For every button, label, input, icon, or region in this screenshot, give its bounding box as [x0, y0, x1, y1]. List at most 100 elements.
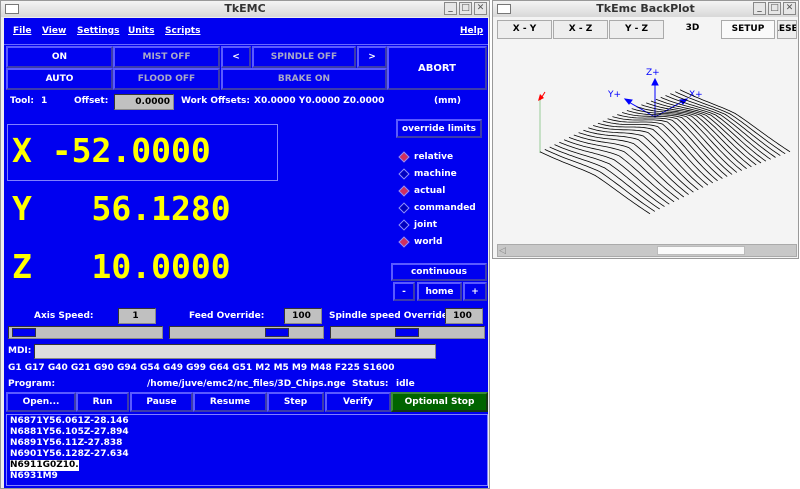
axis-speed-slider[interactable] [8, 326, 163, 339]
radio-actual[interactable]: actual [398, 185, 445, 197]
units-label: (mm) [434, 96, 461, 106]
gcode-line[interactable]: N6911G0Z10. [10, 460, 79, 471]
scroll-left-icon[interactable]: ◁ [499, 246, 506, 256]
maximize-icon[interactable]: □ [459, 2, 472, 15]
backplot-canvas[interactable]: Z+ Y+ X+ [495, 41, 797, 241]
feed-override-label: Feed Override: [189, 311, 265, 321]
run-button[interactable]: Run [76, 392, 129, 412]
menu-scripts[interactable]: Scripts [165, 26, 201, 36]
reset-button[interactable]: RESET [777, 20, 797, 39]
spindle-increase-button[interactable]: > [357, 46, 387, 68]
toolpath-line [592, 125, 704, 188]
backplot-window: TkEmc BackPlot _ □ ✕ X - Y X - Z Y - Z 3D … [492, 0, 799, 259]
spindle-decrease-button[interactable]: < [221, 46, 251, 68]
gcode-line[interactable]: N6931M9 [10, 471, 58, 481]
radio-indicator-icon [398, 168, 410, 180]
slider-handle[interactable] [11, 328, 36, 337]
menu-units[interactable]: Units [128, 26, 155, 36]
pause-button[interactable]: Pause [130, 392, 193, 412]
toolpath-line [549, 146, 660, 210]
origin-arrow-icon [538, 94, 544, 101]
window-menu-icon[interactable] [497, 4, 511, 14]
gcode-line[interactable]: N6901Y56.128Z-27.634 [10, 449, 129, 459]
divider [4, 44, 488, 45]
radio-relative[interactable]: relative [398, 151, 453, 163]
open-button[interactable]: Open... [6, 392, 76, 412]
gcode-line[interactable]: N6891Y56.11Z-27.838 [10, 438, 123, 448]
spindle-override-slider[interactable] [330, 326, 485, 339]
toolpath-line [641, 104, 752, 168]
axis-speed-value[interactable]: 1 [118, 308, 156, 324]
maximize-icon[interactable]: □ [768, 2, 781, 15]
jog-mode-button[interactable]: continuous [391, 263, 487, 281]
feed-override-slider[interactable] [169, 326, 324, 339]
axis-x-value: -52.0000 [51, 131, 211, 170]
axis-z-label: Z [12, 247, 32, 286]
menu-settings[interactable]: Settings [77, 26, 120, 36]
scrollbar-thumb[interactable] [657, 246, 745, 255]
mist-button[interactable]: MIST OFF [113, 46, 220, 68]
horizontal-scrollbar[interactable]: ◁ [497, 244, 797, 257]
jog-minus-button[interactable]: - [393, 282, 415, 301]
optional-stop-button[interactable]: Optional Stop [391, 392, 488, 412]
axis-speed-label: Axis Speed: [34, 311, 94, 321]
z-arrow-icon [651, 77, 659, 86]
step-button[interactable]: Step [267, 392, 324, 412]
flood-button[interactable]: FLOOD OFF [113, 68, 220, 90]
toolpath-line [568, 137, 680, 200]
close-icon[interactable]: ✕ [474, 2, 487, 15]
radio-label: commanded [414, 203, 476, 213]
jog-plus-button[interactable]: + [463, 282, 487, 301]
close-icon[interactable]: ✕ [783, 2, 796, 15]
gcode-listing[interactable]: N6871Y56.061Z-28.146 N6881Y56.105Z-27.894… [6, 414, 488, 486]
toolpath-line [626, 110, 738, 173]
tab-x-y[interactable]: X - Y [497, 20, 552, 39]
radio-indicator-icon [398, 185, 410, 197]
slider-handle[interactable] [394, 328, 419, 337]
radio-commanded[interactable]: commanded [398, 202, 476, 214]
radio-joint[interactable]: joint [398, 219, 437, 231]
dro-x-frame [7, 124, 278, 181]
toolpath-line [636, 106, 747, 170]
minimize-icon[interactable]: _ [753, 2, 766, 15]
resume-button[interactable]: Resume [193, 392, 267, 412]
home-button[interactable]: home [417, 282, 462, 301]
minimize-icon[interactable]: _ [444, 2, 457, 15]
radio-machine[interactable]: machine [398, 168, 457, 180]
dro-x: X -52.0000 [12, 131, 211, 170]
mdi-input[interactable] [34, 344, 436, 359]
window-menu-icon[interactable] [5, 4, 19, 14]
radio-label: world [414, 237, 443, 247]
slider-handle[interactable] [265, 328, 290, 337]
y-axis-label: Y+ [607, 90, 621, 100]
backplot-title: TkEmc BackPlot [596, 2, 695, 15]
toolpath-line [665, 95, 776, 158]
toolpath-line [554, 144, 665, 207]
radio-world[interactable]: world [398, 236, 443, 248]
title-bar[interactable]: TkEMC [1, 1, 489, 17]
tab-3d[interactable]: 3D [685, 23, 700, 33]
override-limits-button[interactable]: override limits [396, 119, 482, 138]
verify-button[interactable]: Verify [325, 392, 391, 412]
toolpath-line [679, 89, 791, 153]
menu-view[interactable]: View [42, 26, 67, 36]
menu-help[interactable]: Help [460, 26, 484, 36]
tab-x-z[interactable]: X - Z [553, 20, 608, 39]
work-offsets-label: Work Offsets: [181, 96, 251, 106]
abort-button[interactable]: ABORT [387, 46, 487, 90]
machine-on-button[interactable]: ON [6, 46, 113, 68]
feed-override-value[interactable]: 100 [284, 308, 322, 324]
gcode-line[interactable]: N6871Y56.061Z-28.146 [10, 416, 129, 426]
setup-button[interactable]: SETUP [721, 20, 775, 39]
spindle-button[interactable]: SPINDLE OFF [252, 46, 356, 68]
brake-button[interactable]: BRAKE ON [221, 68, 387, 90]
tab-y-z[interactable]: Y - Z [609, 20, 664, 39]
toolpath-line [578, 132, 689, 195]
mode-auto-button[interactable]: AUTO [6, 68, 113, 90]
backplot-title-bar[interactable]: TkEmc BackPlot [493, 1, 798, 17]
spindle-override-value[interactable]: 100 [445, 308, 483, 324]
status-label: - Status: [342, 379, 389, 389]
toolpath-line [660, 96, 771, 160]
menu-file[interactable]: File [13, 26, 32, 36]
gcode-line[interactable]: N6881Y56.105Z-27.894 [10, 427, 129, 437]
